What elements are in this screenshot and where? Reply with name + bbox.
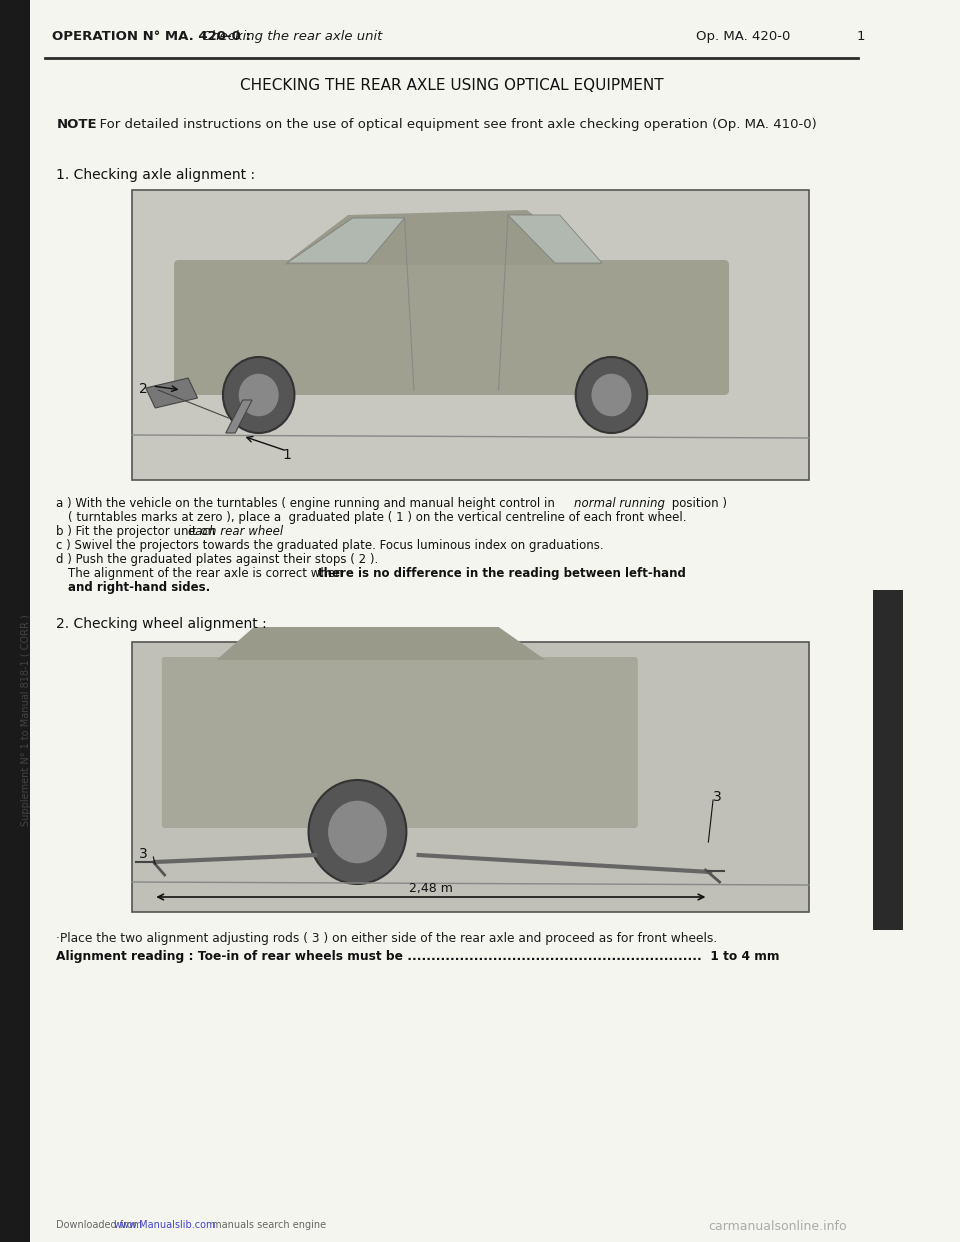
Text: NOTE: NOTE — [57, 118, 97, 130]
Polygon shape — [146, 378, 198, 409]
Text: Supplement N° 1 to Manual 818-1 ( CORR ): Supplement N° 1 to Manual 818-1 ( CORR ) — [21, 614, 32, 826]
Text: : For detailed instructions on the use of optical equipment see front axle check: : For detailed instructions on the use o… — [91, 118, 817, 130]
Circle shape — [327, 800, 388, 864]
Polygon shape — [287, 219, 404, 263]
Circle shape — [238, 373, 279, 417]
Text: 2: 2 — [139, 383, 148, 396]
Text: ·Place the two alignment adjusting rods ( 3 ) on either side of the rear axle an: ·Place the two alignment adjusting rods … — [57, 932, 718, 945]
Circle shape — [308, 780, 406, 884]
Polygon shape — [226, 400, 252, 433]
Text: 3: 3 — [139, 847, 148, 861]
Text: a ) With the vehicle on the turntables ( engine running and manual height contro: a ) With the vehicle on the turntables (… — [57, 497, 559, 510]
Text: ( turntables marks at zero ), place a  graduated plate ( 1 ) on the vertical cen: ( turntables marks at zero ), place a gr… — [68, 510, 686, 524]
Text: manuals search engine: manuals search engine — [209, 1220, 326, 1230]
Text: 1: 1 — [282, 448, 291, 462]
Polygon shape — [508, 215, 602, 263]
Text: 1: 1 — [857, 30, 866, 43]
Circle shape — [590, 373, 632, 417]
Polygon shape — [216, 627, 545, 660]
Text: b ) Fit the projector unit on: b ) Fit the projector unit on — [57, 525, 219, 538]
Bar — [132, 190, 809, 479]
Text: position ): position ) — [668, 497, 727, 510]
Text: 2. Checking wheel alignment :: 2. Checking wheel alignment : — [57, 617, 267, 631]
FancyBboxPatch shape — [174, 260, 729, 395]
Text: 1. Checking axle alignment :: 1. Checking axle alignment : — [57, 168, 255, 183]
Text: Alignment reading : Toe-in of rear wheels must be ..............................: Alignment reading : Toe-in of rear wheel… — [57, 950, 780, 963]
Text: carmanualsonline.info: carmanualsonline.info — [708, 1220, 847, 1233]
Text: 2,48 m: 2,48 m — [409, 882, 453, 895]
Text: c ) Swivel the projectors towards the graduated plate. Focus luminous index on g: c ) Swivel the projectors towards the gr… — [57, 539, 604, 551]
Bar — [132, 642, 809, 912]
Bar — [873, 590, 903, 930]
Text: .: . — [275, 525, 278, 538]
Text: Checking the rear axle unit: Checking the rear axle unit — [203, 30, 383, 43]
Text: 3: 3 — [713, 790, 722, 804]
Text: OPERATION N° MA. 420-0 :: OPERATION N° MA. 420-0 : — [52, 30, 255, 43]
Text: normal running: normal running — [574, 497, 665, 510]
Polygon shape — [282, 210, 602, 265]
Text: The alignment of the rear axle is correct when: The alignment of the rear axle is correc… — [68, 568, 347, 580]
Text: and right-hand sides.: and right-hand sides. — [68, 581, 210, 594]
Text: Downloaded from: Downloaded from — [57, 1220, 146, 1230]
Text: www.Manualslib.com: www.Manualslib.com — [114, 1220, 216, 1230]
Text: each rear wheel: each rear wheel — [188, 525, 283, 538]
Text: Op. MA. 420-0: Op. MA. 420-0 — [696, 30, 790, 43]
FancyBboxPatch shape — [162, 657, 637, 828]
Text: CHECKING THE REAR AXLE USING OPTICAL EQUIPMENT: CHECKING THE REAR AXLE USING OPTICAL EQU… — [240, 78, 663, 93]
Text: d ) Push the graduated plates against their stops ( 2 ).: d ) Push the graduated plates against th… — [57, 553, 378, 566]
Text: there is no difference in the reading between left-hand: there is no difference in the reading be… — [318, 568, 685, 580]
Circle shape — [576, 356, 647, 433]
Circle shape — [223, 356, 295, 433]
Bar — [0, 0, 30, 1242]
